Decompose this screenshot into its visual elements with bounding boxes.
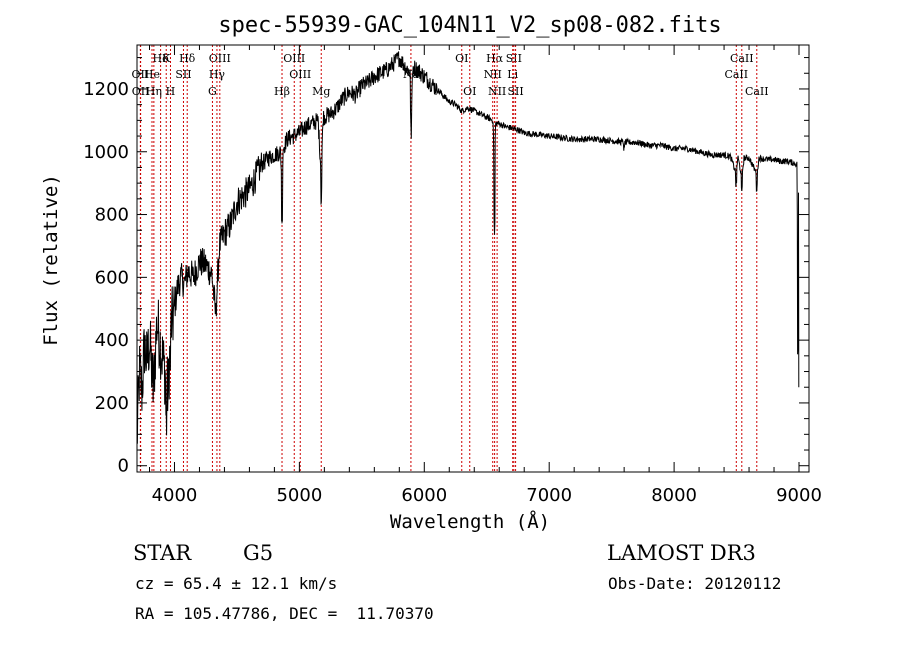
- line-marker-label: OIII: [209, 52, 231, 65]
- y-tick-label: 600: [95, 267, 129, 288]
- line-marker-label: Li: [507, 68, 518, 81]
- plot-frame: [136, 44, 810, 473]
- line-marker-label: NII: [484, 68, 502, 81]
- line-marker-label: CaII: [724, 68, 748, 81]
- line-marker-label: OI: [455, 52, 468, 65]
- line-marker-label: Hγ: [209, 68, 226, 81]
- obs-date: Obs-Date: 20120112: [608, 574, 782, 593]
- y-axis-label: Flux (relative): [40, 174, 62, 346]
- x-tick-label: 4000: [152, 485, 198, 506]
- line-marker-label: Mg: [312, 85, 330, 98]
- redshift-cz: cz = 65.4 ± 12.1 km/s: [135, 574, 338, 593]
- line-marker-label: OIII: [283, 52, 305, 65]
- line-marker-label: CaII: [730, 52, 754, 65]
- y-tick-label: 800: [95, 205, 129, 226]
- coordinates: RA = 105.47786, DEC = 11.70370: [135, 604, 434, 623]
- line-marker-label: OIII: [289, 68, 311, 81]
- line-marker-label: G: [208, 85, 217, 98]
- y-tick-label: 200: [95, 393, 129, 414]
- line-marker-label: Hβ: [274, 85, 290, 98]
- line-marker-label: Hδ: [179, 52, 196, 65]
- x-tick-label: 8000: [651, 485, 697, 506]
- line-marker-label: SII: [506, 52, 522, 65]
- line-marker-label: H: [166, 85, 176, 98]
- line-marker-label: OII: [132, 85, 150, 98]
- x-axis-label: Wavelength (Å): [390, 510, 550, 533]
- y-tick-label: 1200: [83, 79, 129, 100]
- x-tick-label: 6000: [401, 485, 447, 506]
- line-marker-label: K: [162, 52, 171, 65]
- line-marker-label: SII: [175, 68, 191, 81]
- spectrum-line: [136, 51, 800, 444]
- chart-title: spec-55939-GAC_104N11_V2_sp08-082.fits: [218, 13, 721, 38]
- line-marker-label: SII: [507, 85, 523, 98]
- survey-name: LAMOST DR3: [607, 541, 756, 565]
- spectrum-series: [136, 51, 800, 444]
- line-marker-label: Hη: [146, 85, 162, 98]
- line-marker-label: CaII: [745, 85, 769, 98]
- y-tick-label: 0: [118, 456, 129, 477]
- axes: 4000 5000 6000 7000 8000 9000 0 200 400 600 800 100…: [83, 45, 822, 506]
- subclass: G5: [243, 541, 274, 565]
- line-marker-label: NII: [488, 85, 506, 98]
- line-marker-label: Hδ: [152, 52, 169, 65]
- line-marker-label: Hα: [486, 52, 504, 65]
- line-marker-label: OI: [463, 85, 476, 98]
- x-tick-label: 9000: [776, 485, 822, 506]
- x-tick-label: 7000: [526, 485, 572, 506]
- x-tick-label: 5000: [276, 485, 322, 506]
- line-marker-label: He: [144, 68, 160, 81]
- y-tick-label: 400: [95, 330, 129, 351]
- y-tick-label: 1000: [83, 142, 129, 163]
- object-class: STAR: [133, 541, 192, 565]
